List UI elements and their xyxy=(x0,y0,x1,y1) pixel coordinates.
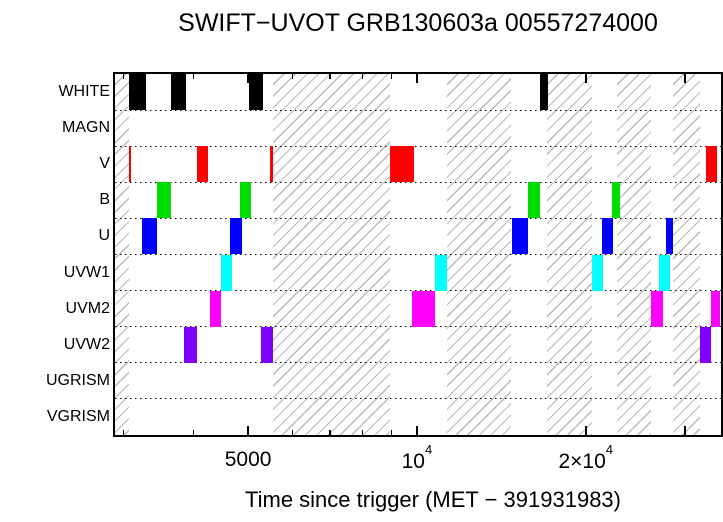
exposure-bar-white xyxy=(171,74,187,111)
exposure-bar-uvw1 xyxy=(591,254,604,291)
exposure-bar-v xyxy=(390,146,414,183)
minor-tick xyxy=(291,430,294,435)
exposure-bar-v xyxy=(196,146,208,183)
major-tick xyxy=(683,426,686,435)
row-label-vgrism: VGRISM xyxy=(46,407,110,425)
row-separator-line xyxy=(115,217,721,219)
exposure-bar-v xyxy=(706,146,717,183)
exposure-bar-v xyxy=(270,146,274,183)
minor-tick xyxy=(122,430,125,435)
row-label-uvw2: UVW2 xyxy=(63,335,110,353)
major-tick xyxy=(584,426,587,435)
exposure-bar-u xyxy=(141,218,157,255)
row-label-uvm2: UVM2 xyxy=(65,299,110,317)
exposure-bar-white xyxy=(540,74,548,111)
minor-tick xyxy=(329,430,331,435)
minor-tick xyxy=(122,74,125,79)
major-tick xyxy=(415,74,418,83)
row-label-b: B xyxy=(99,191,110,209)
minor-tick xyxy=(291,74,294,79)
row-separator-line xyxy=(115,181,721,183)
x-tick-label: 104 xyxy=(401,442,433,473)
exposure-bar-white xyxy=(129,74,147,111)
major-tick xyxy=(683,74,686,83)
exposure-bar-u xyxy=(229,218,243,255)
row-label-magn: MAGN xyxy=(62,119,110,137)
major-tick xyxy=(584,74,587,83)
x-tick-label-exponent: 4 xyxy=(605,442,614,458)
exposure-bar-uvw2 xyxy=(261,326,274,363)
minor-tick xyxy=(361,430,364,435)
exposure-bar-b xyxy=(528,182,540,219)
exposure-bar-uvm2 xyxy=(210,290,221,327)
row-label-ugrism: UGRISM xyxy=(46,371,110,389)
exposure-bar-u xyxy=(511,218,529,255)
exposure-bar-u xyxy=(601,218,614,255)
row-separator-line xyxy=(115,326,721,328)
exposure-bar-white xyxy=(249,74,264,111)
exposure-bar-b xyxy=(611,182,620,219)
x-axis-title: Time since trigger (MET − 391931983) xyxy=(244,487,621,512)
row-label-white: WHITE xyxy=(58,83,110,101)
exposure-bar-uvw2 xyxy=(700,326,711,363)
minor-tick xyxy=(192,430,195,435)
row-label-v: V xyxy=(99,155,110,173)
exposure-bar-uvm2 xyxy=(412,290,435,327)
major-tick xyxy=(247,426,250,435)
major-tick xyxy=(415,426,418,435)
minor-tick xyxy=(192,74,195,79)
chart-title: SWIFT−UVOT GRB130603a 00557274000 xyxy=(178,9,658,37)
minor-tick xyxy=(361,74,364,79)
x-tick-label: 5000 xyxy=(224,448,272,471)
exposure-bar-u xyxy=(665,218,674,255)
exposure-bar-v xyxy=(128,146,132,183)
row-separator-line xyxy=(115,362,721,364)
exposure-bar-b xyxy=(157,182,172,219)
exposure-bar-uvw1 xyxy=(434,254,447,291)
plot-area xyxy=(113,72,723,437)
row-separator-line xyxy=(115,398,721,400)
row-separator-line xyxy=(115,109,721,111)
x-tick-label-exponent: 4 xyxy=(424,442,433,458)
major-tick xyxy=(247,74,250,83)
x-tick-label: 2×104 xyxy=(558,442,614,473)
minor-tick xyxy=(329,74,331,79)
exposure-bar-uvw2 xyxy=(183,326,198,363)
row-label-u: U xyxy=(98,227,110,245)
exposure-bar-uvm2 xyxy=(650,290,663,327)
row-separator-line xyxy=(115,145,721,147)
row-label-uvw1: UVW1 xyxy=(63,263,110,281)
row-separator-line xyxy=(115,254,721,255)
exposure-bar-uvm2 xyxy=(711,290,721,327)
exposure-bar-b xyxy=(239,182,252,219)
exposure-bar-uvw1 xyxy=(220,254,232,291)
minor-tick xyxy=(390,74,392,79)
exposure-bar-uvw1 xyxy=(658,254,671,291)
minor-tick xyxy=(390,430,392,435)
